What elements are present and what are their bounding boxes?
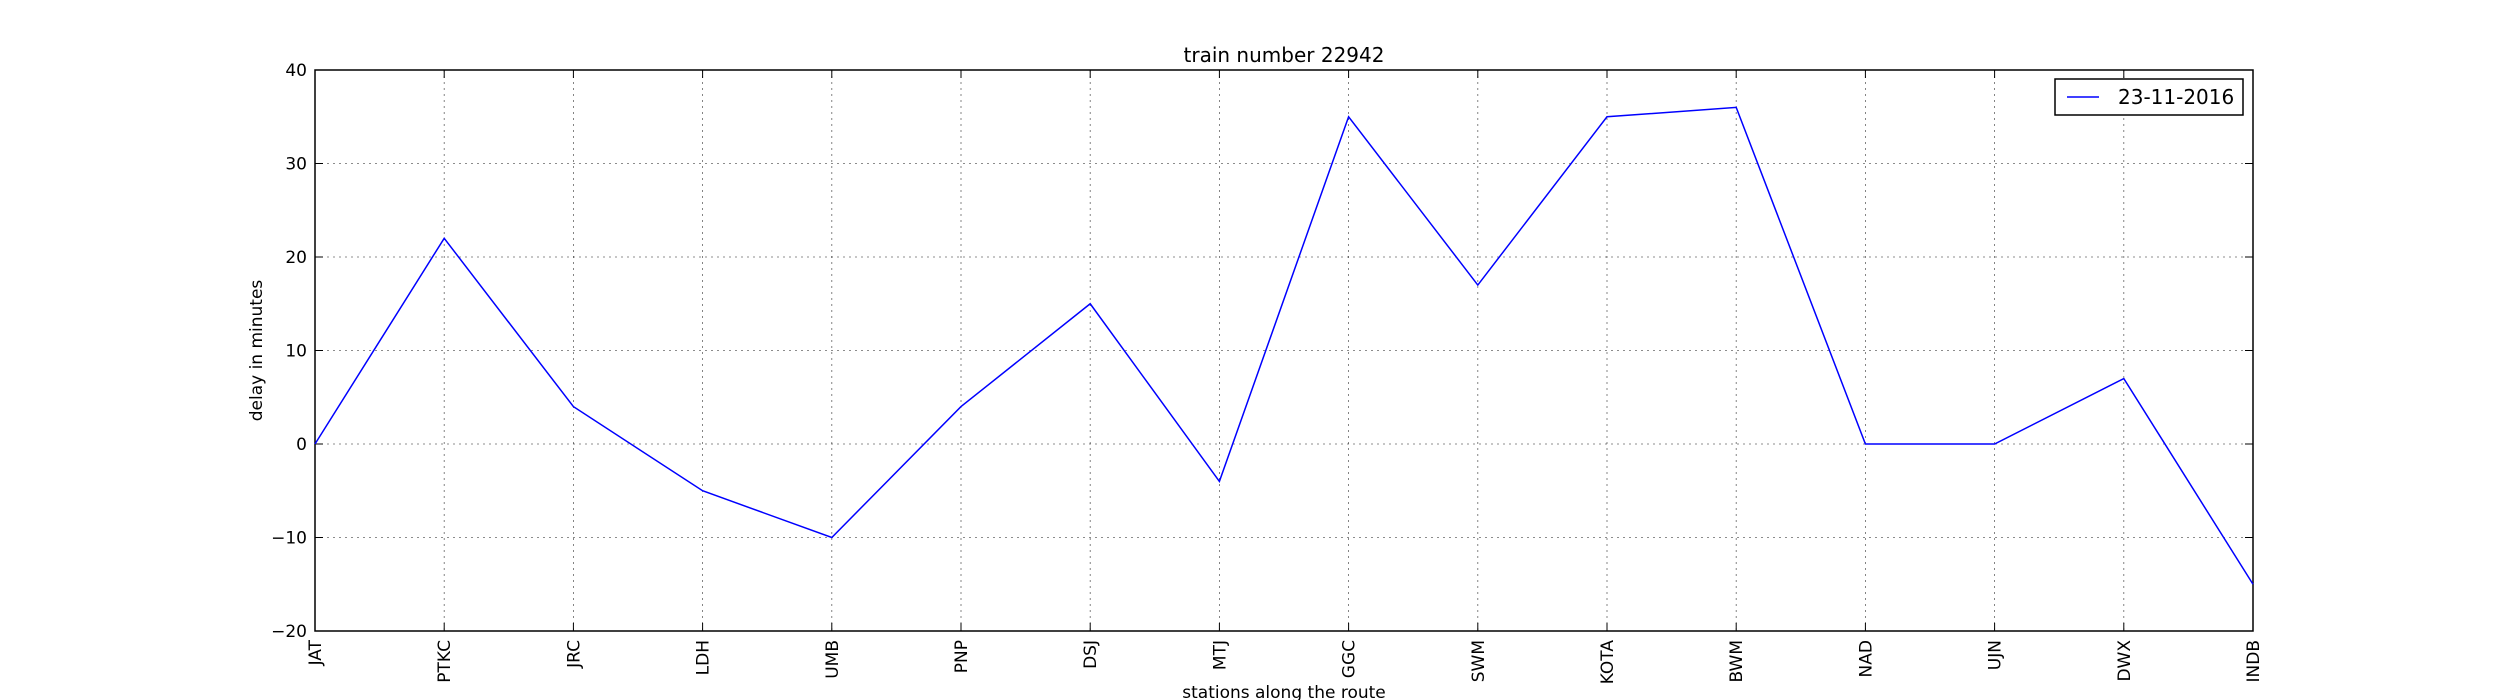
y-tick-label: −10 bbox=[271, 529, 307, 549]
y-tick-label: 0 bbox=[296, 435, 307, 455]
x-tick-label: DSJ bbox=[1081, 640, 1101, 669]
x-tick-label: KOTA bbox=[1598, 640, 1618, 685]
x-tick-label: DWX bbox=[2115, 640, 2135, 682]
x-tick-label: NAD bbox=[1856, 640, 1876, 677]
y-tick-label: 10 bbox=[285, 342, 307, 362]
grid-lines bbox=[314, 69, 2254, 632]
x-tick-label: UMB bbox=[823, 640, 843, 679]
x-tick-label: JAT bbox=[306, 639, 326, 666]
x-tick-label: BWM bbox=[1727, 640, 1747, 683]
series-lines bbox=[314, 106, 2254, 585]
x-tick-label: GGC bbox=[1340, 640, 1360, 678]
axis-ticks bbox=[314, 69, 2254, 632]
y-tick-label: −20 bbox=[271, 622, 307, 642]
tick-labels: JAT PTKC JRC LDH UMB PNP DSJ MTJ GGC SWM KOTA BWM NA… bbox=[271, 61, 2264, 684]
legend-label: 23-11-2016 bbox=[2118, 85, 2234, 109]
y-tick-label: 20 bbox=[285, 248, 307, 268]
legend: 23-11-2016 bbox=[2054, 78, 2244, 116]
x-tick-label: UJN bbox=[1986, 640, 2006, 670]
chart-title: train number 22942 bbox=[1184, 43, 1385, 67]
x-tick-label: PTKC bbox=[435, 640, 455, 683]
legend-box bbox=[2054, 78, 2244, 116]
y-tick-label: 40 bbox=[285, 61, 307, 81]
x-tick-label: SWM bbox=[1469, 640, 1489, 682]
x-axis-title: stations along the route bbox=[1182, 683, 1386, 700]
x-tick-label: MTJ bbox=[1210, 640, 1230, 670]
x-tick-label: JRC bbox=[564, 640, 584, 669]
y-axis-title: delay in minutes bbox=[247, 280, 267, 422]
plot-area bbox=[314, 69, 2254, 632]
x-tick-label: LDH bbox=[694, 640, 714, 675]
series-line bbox=[314, 106, 2254, 585]
x-tick-label: PNP bbox=[952, 640, 972, 673]
y-tick-label: 30 bbox=[285, 155, 307, 175]
x-tick-label: INDB bbox=[2244, 640, 2264, 682]
